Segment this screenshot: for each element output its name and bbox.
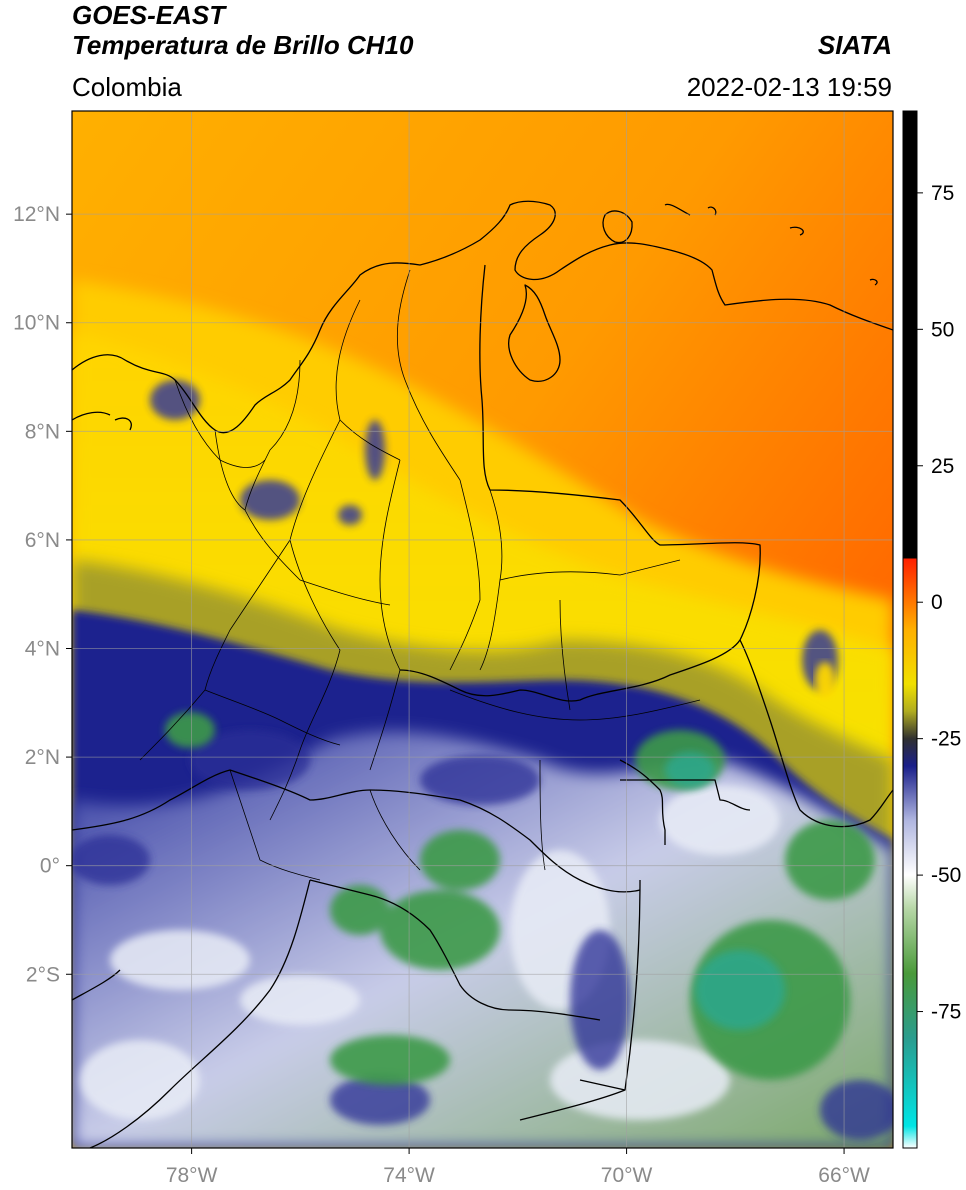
brightness-temperature-field [72, 111, 893, 1148]
latitude-tick-label: 0° [40, 855, 60, 878]
region-label: Colombia [72, 72, 182, 102]
longitude-tick-label: 74°W [383, 1164, 435, 1187]
latitude-ticks: 12°N 10°N 8°N 6°N 4°N 2°N 0° 2°S [13, 203, 72, 986]
latitude-tick-label: 2°S [26, 963, 60, 986]
latitude-tick-label: 2°N [25, 746, 60, 769]
datetime-label: 2022-02-13 19:59 [686, 72, 892, 102]
latitude-tick-label: 6°N [25, 529, 60, 552]
latitude-tick-label: 8°N [25, 420, 60, 443]
map-frame [71, 110, 894, 1149]
longitude-tick-label: 66°W [818, 1164, 870, 1187]
agency-label: SIATA [817, 30, 892, 60]
colorbar-tick-label: -50 [931, 864, 961, 887]
longitude-tick-label: 70°W [601, 1164, 653, 1187]
latitude-tick-label: 10°N [13, 312, 60, 335]
latitude-tick-label: 12°N [13, 203, 60, 226]
colorbar-tick-label: 75 [931, 182, 954, 205]
product-title: Temperatura de Brillo CH10 [72, 30, 414, 60]
colorbar-tick-label: -25 [931, 728, 961, 751]
colorbar-tick-label: -75 [931, 1001, 961, 1024]
longitude-tick-label: 78°W [166, 1164, 218, 1187]
latitude-tick-label: 4°N [25, 638, 60, 661]
longitude-ticks: 78°W 74°W 70°W 66°W [166, 1148, 870, 1187]
colorbar-tick-label: 25 [931, 455, 954, 478]
colorbar-tick-label: 0 [931, 591, 943, 614]
colorbar-tick-label: 50 [931, 318, 954, 341]
graticule [72, 111, 893, 1148]
colorbar [902, 110, 918, 1149]
satellite-title: GOES-EAST [72, 0, 226, 30]
colorbar-ticks: 75 50 25 0 -25 -50 -75 [917, 182, 961, 1024]
